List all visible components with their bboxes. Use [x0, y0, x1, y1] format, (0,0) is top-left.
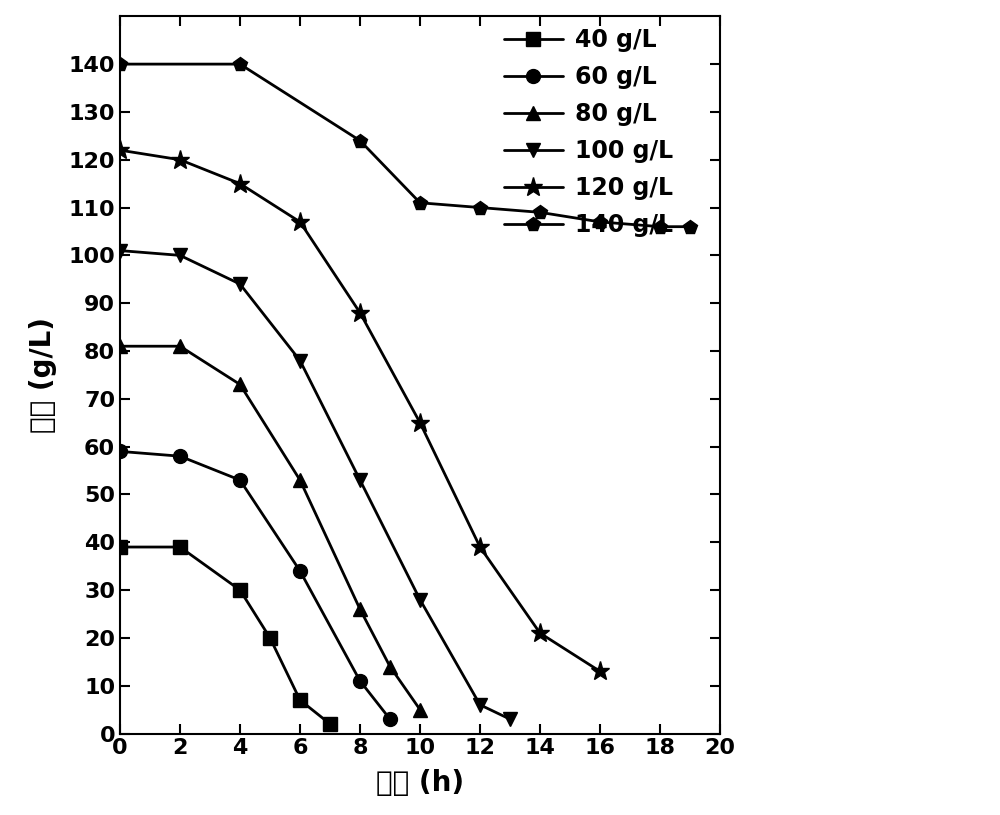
140 g/L: [654, 222, 666, 231]
100 g/L: [474, 700, 486, 710]
Y-axis label: 甘油 (g/L): 甘油 (g/L): [29, 317, 57, 433]
120 g/L: [414, 418, 426, 428]
120 g/L: [114, 145, 126, 155]
Line: 100 g/L: 100 g/L: [113, 244, 517, 726]
120 g/L: [234, 178, 246, 188]
100 g/L: [174, 250, 186, 260]
140 g/L: [114, 59, 126, 69]
60 g/L: [174, 452, 186, 461]
140 g/L: [594, 217, 606, 227]
100 g/L: [234, 280, 246, 289]
Line: 120 g/L: 120 g/L: [110, 140, 610, 681]
40 g/L: [264, 633, 276, 643]
Line: 140 g/L: 140 g/L: [113, 57, 697, 234]
Line: 80 g/L: 80 g/L: [113, 339, 427, 716]
100 g/L: [354, 475, 366, 485]
80 g/L: [234, 380, 246, 390]
120 g/L: [594, 667, 606, 676]
100 g/L: [504, 714, 516, 724]
120 g/L: [174, 155, 186, 165]
60 g/L: [294, 566, 306, 576]
40 g/L: [174, 542, 186, 552]
60 g/L: [234, 475, 246, 485]
140 g/L: [474, 203, 486, 213]
80 g/L: [384, 662, 396, 672]
140 g/L: [534, 208, 546, 218]
40 g/L: [114, 542, 126, 552]
120 g/L: [294, 217, 306, 227]
X-axis label: 时间 (h): 时间 (h): [376, 769, 464, 797]
140 g/L: [354, 136, 366, 146]
Line: 60 g/L: 60 g/L: [113, 444, 397, 726]
100 g/L: [294, 355, 306, 365]
60 g/L: [114, 447, 126, 456]
80 g/L: [294, 475, 306, 485]
40 g/L: [324, 719, 336, 729]
80 g/L: [174, 341, 186, 351]
140 g/L: [234, 59, 246, 69]
60 g/L: [354, 676, 366, 685]
40 g/L: [234, 585, 246, 595]
140 g/L: [684, 222, 696, 231]
60 g/L: [384, 714, 396, 724]
80 g/L: [414, 705, 426, 715]
100 g/L: [414, 595, 426, 605]
120 g/L: [474, 542, 486, 552]
120 g/L: [354, 308, 366, 318]
120 g/L: [534, 628, 546, 638]
140 g/L: [414, 198, 426, 208]
Legend: 40 g/L, 60 g/L, 80 g/L, 100 g/L, 120 g/L, 140 g/L: 40 g/L, 60 g/L, 80 g/L, 100 g/L, 120 g/L…: [504, 28, 673, 237]
Line: 40 g/L: 40 g/L: [113, 540, 337, 731]
80 g/L: [114, 341, 126, 351]
80 g/L: [354, 604, 366, 614]
40 g/L: [294, 695, 306, 705]
100 g/L: [114, 245, 126, 255]
